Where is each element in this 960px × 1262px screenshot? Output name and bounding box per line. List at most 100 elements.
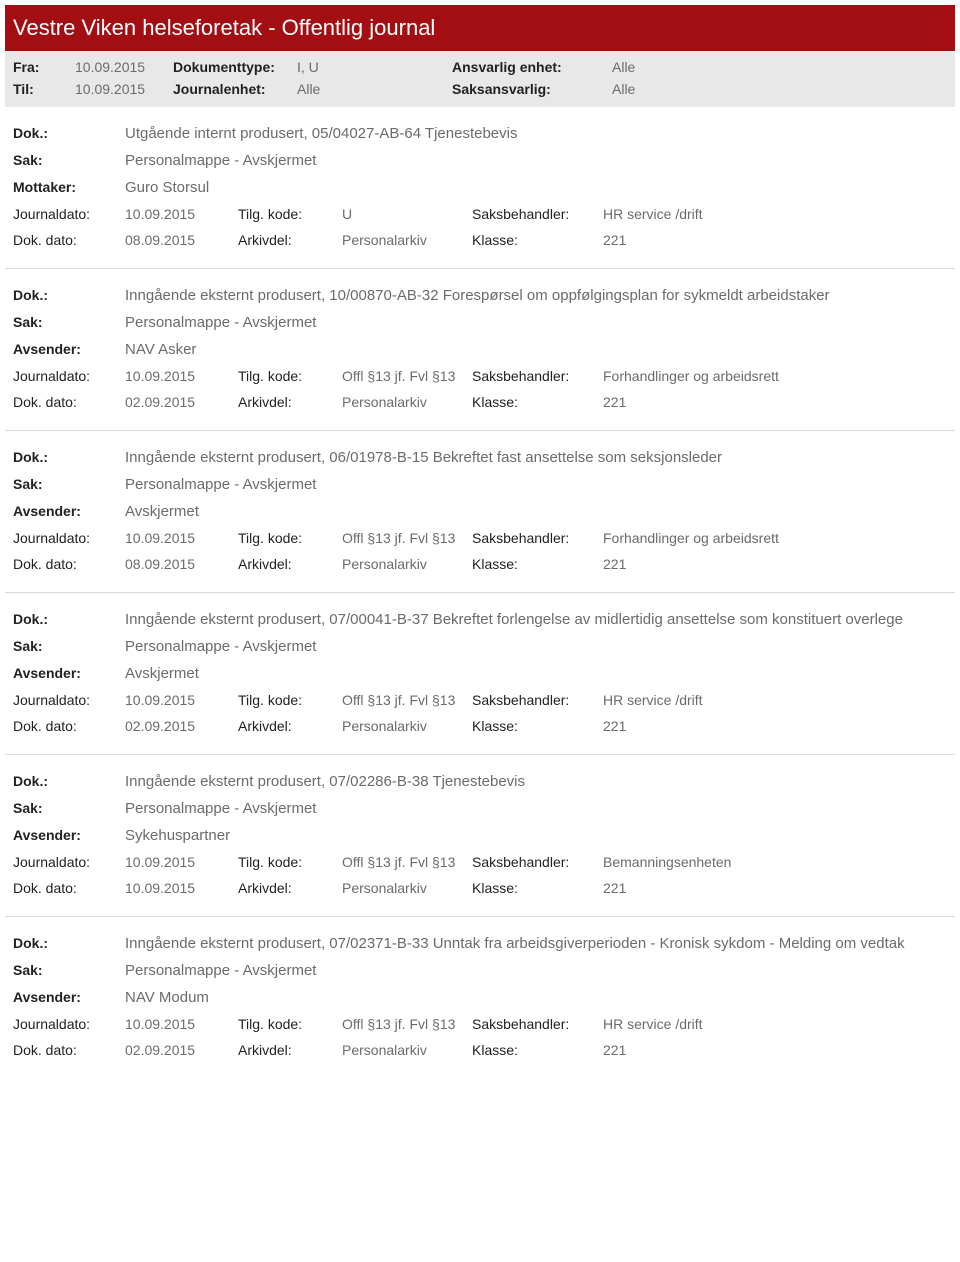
sak-row: Sak:Personalmappe - Avskjermet <box>13 476 947 493</box>
detail-row-1: Journaldato:10.09.2015Tilg. kode:Offl §1… <box>13 1016 947 1032</box>
detail-row-2: Dok. dato:08.09.2015Arkivdel:Personalark… <box>13 232 947 248</box>
tilgkode-label: Tilg. kode: <box>238 1016 342 1032</box>
arkivdel-value: Personalarkiv <box>342 556 472 572</box>
filter-bar: Fra: 10.09.2015 Dokumenttype: I, U Ansva… <box>5 51 955 107</box>
klasse-label: Klasse: <box>472 718 603 734</box>
detail-row-2: Dok. dato:02.09.2015Arkivdel:Personalark… <box>13 1042 947 1058</box>
tilgkode-value: Offl §13 jf. Fvl §13 <box>342 530 472 546</box>
dokdato-label: Dok. dato: <box>13 1042 125 1058</box>
sak-row: Sak:Personalmappe - Avskjermet <box>13 800 947 817</box>
dok-row: Dok.:Inngående eksternt produsert, 06/01… <box>13 449 947 466</box>
saksbehandler-label: Saksbehandler: <box>472 692 603 708</box>
sak-row: Sak:Personalmappe - Avskjermet <box>13 638 947 655</box>
detail-row-1: Journaldato:10.09.2015Tilg. kode:USaksbe… <box>13 206 947 222</box>
dokdato-label: Dok. dato: <box>13 232 125 248</box>
detail-rows: Journaldato:10.09.2015Tilg. kode:Offl §1… <box>13 530 947 572</box>
sak-label: Sak: <box>13 800 125 817</box>
dok-row: Dok.:Inngående eksternt produsert, 07/02… <box>13 935 947 952</box>
dokdato-value: 08.09.2015 <box>125 232 238 248</box>
sak-value: Personalmappe - Avskjermet <box>125 152 947 169</box>
arkivdel-label: Arkivdel: <box>238 718 342 734</box>
sak-label: Sak: <box>13 638 125 655</box>
detail-row-1: Journaldato:10.09.2015Tilg. kode:Offl §1… <box>13 854 947 870</box>
sak-value: Personalmappe - Avskjermet <box>125 476 947 493</box>
dokdato-label: Dok. dato: <box>13 394 125 410</box>
ansvarlig-value: Alle <box>612 59 635 75</box>
dok-label: Dok.: <box>13 125 125 142</box>
detail-row-2: Dok. dato:02.09.2015Arkivdel:Personalark… <box>13 394 947 410</box>
journaldato-value: 10.09.2015 <box>125 692 238 708</box>
party-value: NAV Asker <box>125 341 947 358</box>
saksbehandler-label: Saksbehandler: <box>472 1016 603 1032</box>
dokdato-value: 02.09.2015 <box>125 1042 238 1058</box>
dok-row: Dok.:Inngående eksternt produsert, 07/00… <box>13 611 947 628</box>
page-title: Vestre Viken helseforetak - Offentlig jo… <box>13 15 435 40</box>
klasse-value: 221 <box>603 880 626 896</box>
filter-row-2: Til: 10.09.2015 Journalenhet: Alle Saksa… <box>13 81 947 97</box>
journaldato-label: Journaldato: <box>13 530 125 546</box>
saksbehandler-value: HR service /drift <box>603 692 703 708</box>
klasse-label: Klasse: <box>472 232 603 248</box>
tilgkode-value: Offl §13 jf. Fvl §13 <box>342 692 472 708</box>
party-row: Avsender:Sykehuspartner <box>13 827 947 844</box>
journaldato-value: 10.09.2015 <box>125 854 238 870</box>
arkivdel-label: Arkivdel: <box>238 880 342 896</box>
saksbehandler-label: Saksbehandler: <box>472 368 603 384</box>
dokdato-label: Dok. dato: <box>13 880 125 896</box>
filter-row-1: Fra: 10.09.2015 Dokumenttype: I, U Ansva… <box>13 59 947 75</box>
party-row: Mottaker:Guro Storsul <box>13 179 947 196</box>
klasse-label: Klasse: <box>472 556 603 572</box>
dok-value: Inngående eksternt produsert, 06/01978-B… <box>125 449 947 466</box>
arkivdel-value: Personalarkiv <box>342 232 472 248</box>
klasse-label: Klasse: <box>472 394 603 410</box>
tilgkode-value: U <box>342 206 472 222</box>
saksansvarlig-value: Alle <box>612 81 635 97</box>
arkivdel-value: Personalarkiv <box>342 394 472 410</box>
sak-value: Personalmappe - Avskjermet <box>125 962 947 979</box>
journaldato-label: Journaldato: <box>13 854 125 870</box>
sak-row: Sak:Personalmappe - Avskjermet <box>13 962 947 979</box>
til-value: 10.09.2015 <box>75 81 173 97</box>
party-label: Mottaker: <box>13 179 125 196</box>
journal-entry: Dok.:Inngående eksternt produsert, 10/00… <box>5 269 955 431</box>
journalenhet-value: Alle <box>297 81 452 97</box>
journalenhet-label: Journalenhet: <box>173 81 297 97</box>
sak-label: Sak: <box>13 314 125 331</box>
tilgkode-label: Tilg. kode: <box>238 530 342 546</box>
detail-row-1: Journaldato:10.09.2015Tilg. kode:Offl §1… <box>13 692 947 708</box>
tilgkode-label: Tilg. kode: <box>238 206 342 222</box>
detail-rows: Journaldato:10.09.2015Tilg. kode:Offl §1… <box>13 854 947 896</box>
dok-row: Dok.:Utgående internt produsert, 05/0402… <box>13 125 947 142</box>
tilgkode-value: Offl §13 jf. Fvl §13 <box>342 1016 472 1032</box>
klasse-value: 221 <box>603 232 626 248</box>
detail-row-1: Journaldato:10.09.2015Tilg. kode:Offl §1… <box>13 530 947 546</box>
dokdato-value: 08.09.2015 <box>125 556 238 572</box>
journal-entry: Dok.:Inngående eksternt produsert, 06/01… <box>5 431 955 593</box>
dok-value: Inngående eksternt produsert, 07/00041-B… <box>125 611 947 628</box>
journal-entry: Dok.:Inngående eksternt produsert, 07/00… <box>5 593 955 755</box>
dokdato-value: 02.09.2015 <box>125 718 238 734</box>
party-row: Avsender:Avskjermet <box>13 503 947 520</box>
page: Vestre Viken helseforetak - Offentlig jo… <box>0 0 960 1083</box>
party-row: Avsender:Avskjermet <box>13 665 947 682</box>
saksansvarlig-label: Saksansvarlig: <box>452 81 612 97</box>
arkivdel-value: Personalarkiv <box>342 880 472 896</box>
party-value: Avskjermet <box>125 503 947 520</box>
arkivdel-label: Arkivdel: <box>238 232 342 248</box>
sak-row: Sak:Personalmappe - Avskjermet <box>13 314 947 331</box>
detail-row-1: Journaldato:10.09.2015Tilg. kode:Offl §1… <box>13 368 947 384</box>
doktype-label: Dokumenttype: <box>173 59 297 75</box>
arkivdel-value: Personalarkiv <box>342 1042 472 1058</box>
tilgkode-label: Tilg. kode: <box>238 368 342 384</box>
saksbehandler-label: Saksbehandler: <box>472 530 603 546</box>
journaldato-label: Journaldato: <box>13 692 125 708</box>
party-label: Avsender: <box>13 827 125 844</box>
journal-entry: Dok.:Inngående eksternt produsert, 07/02… <box>5 755 955 917</box>
arkivdel-value: Personalarkiv <box>342 718 472 734</box>
journaldato-value: 10.09.2015 <box>125 1016 238 1032</box>
sak-label: Sak: <box>13 476 125 493</box>
party-label: Avsender: <box>13 665 125 682</box>
detail-row-2: Dok. dato:02.09.2015Arkivdel:Personalark… <box>13 718 947 734</box>
dok-label: Dok.: <box>13 773 125 790</box>
arkivdel-label: Arkivdel: <box>238 556 342 572</box>
